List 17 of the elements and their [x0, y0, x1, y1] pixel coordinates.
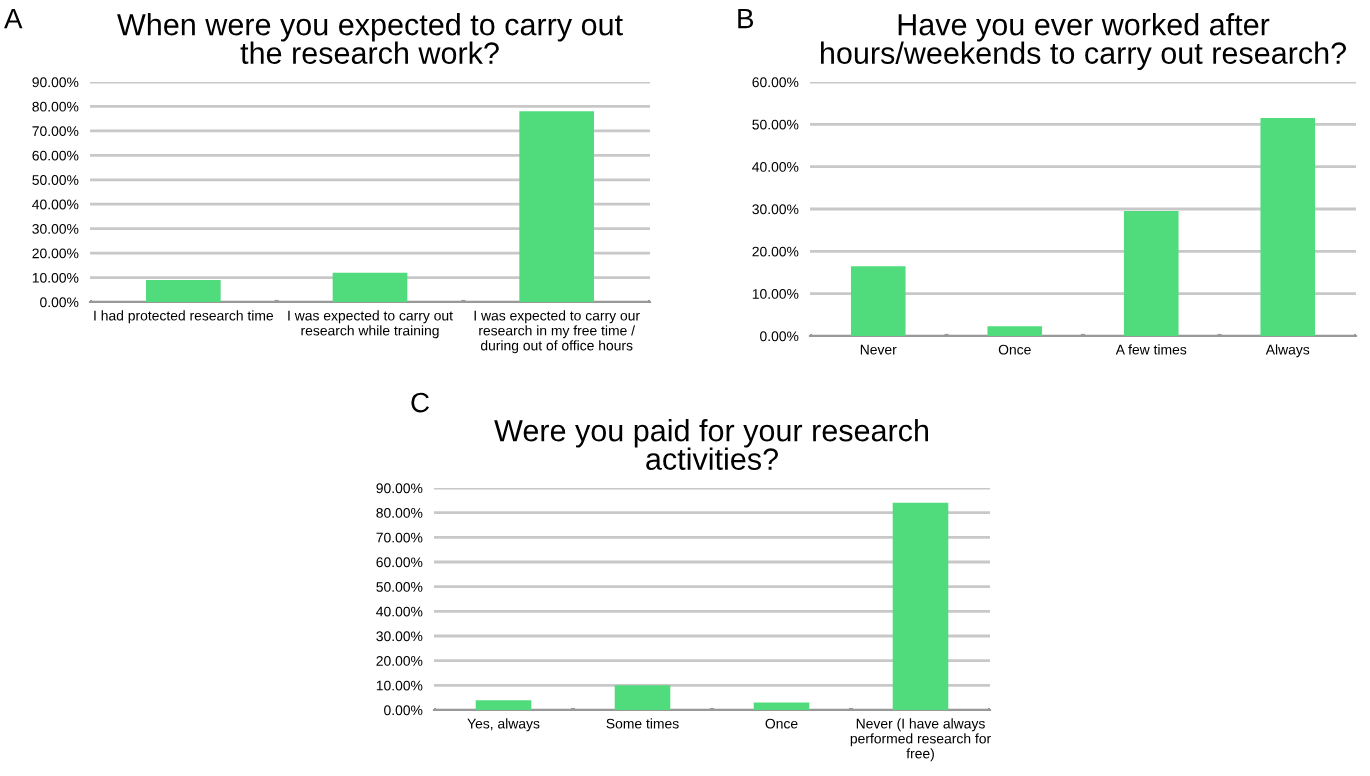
bar — [614, 685, 671, 710]
text: A — [4, 9, 23, 29]
bar — [753, 702, 810, 710]
bar — [519, 111, 594, 302]
text: B — [738, 9, 754, 29]
bar — [850, 266, 906, 336]
bar — [146, 280, 221, 302]
chart-title: When were you expected to carry out the research work? — [117, 13, 623, 64]
chart-title: Were you paid for your research activities? — [494, 419, 928, 470]
bar — [1260, 117, 1316, 336]
bar — [1123, 211, 1179, 336]
bar — [332, 272, 408, 302]
bar — [987, 326, 1043, 336]
bar — [892, 502, 949, 710]
text: C — [411, 392, 429, 413]
chart-title: Have you ever worked after hours/weekends to carry out research? — [821, 13, 1346, 70]
bar — [475, 700, 532, 710]
